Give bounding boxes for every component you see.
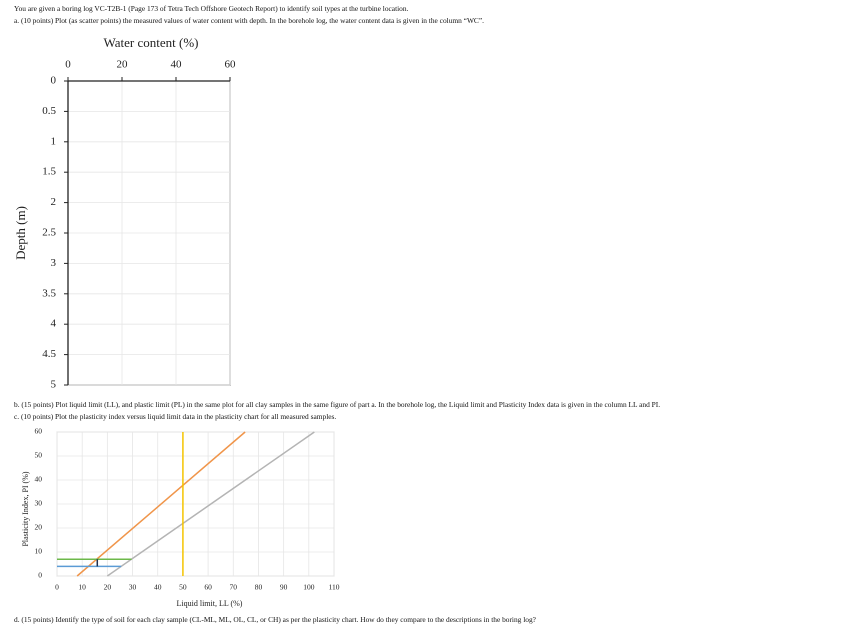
x-tick-label: 60	[225, 59, 237, 71]
x-tick-label: 30	[129, 583, 137, 592]
series-line	[76, 431, 246, 577]
x-tick-label: 0	[55, 583, 59, 592]
question-a: a. (10 points) Plot (as scatter points) …	[14, 16, 484, 25]
x-tick-label: 100	[303, 583, 315, 592]
x-tick-label: 80	[255, 583, 263, 592]
y-tick-label: 1	[51, 135, 57, 147]
y-tick-label: 2	[51, 196, 57, 208]
y-tick-label: 30	[35, 499, 43, 508]
x-axis-title: Liquid limit, LL (%)	[177, 599, 243, 608]
intro: You are given a boring log VC-T2B-1 (Pag…	[14, 4, 409, 13]
y-tick-label: 50	[35, 451, 43, 460]
question-d: d. (15 points) Identify the type of soil…	[14, 615, 536, 624]
y-tick-label: 60	[35, 427, 43, 436]
y-tick-label: 1.5	[42, 166, 56, 178]
x-tick-label: 50	[179, 583, 187, 592]
y-axis-title: Depth (m)	[13, 206, 28, 260]
y-tick-label: 40	[35, 475, 43, 484]
x-tick-label: 60	[204, 583, 212, 592]
y-tick-label: 3.5	[42, 287, 56, 299]
y-tick-label: 0	[51, 75, 57, 87]
y-tick-label: 4.5	[42, 348, 56, 360]
y-tick-label: 0	[38, 571, 42, 580]
x-tick-label: 110	[329, 583, 340, 592]
y-tick-label: 10	[35, 547, 43, 556]
x-tick-label: 0	[65, 59, 71, 71]
x-tick-label: 70	[230, 583, 238, 592]
x-axis-title: Water content (%)	[104, 35, 199, 50]
y-tick-label: 3	[51, 257, 57, 269]
x-tick-label: 40	[154, 583, 162, 592]
x-tick-label: 10	[78, 583, 86, 592]
x-tick-label: 20	[104, 583, 112, 592]
y-tick-label: 0.5	[42, 105, 56, 117]
y-tick-label: 2.5	[42, 227, 56, 239]
y-tick-label: 4	[51, 318, 57, 330]
x-tick-label: 40	[171, 59, 183, 71]
x-tick-label: 20	[117, 59, 129, 71]
series-line	[106, 431, 315, 577]
question-b: b. (15 points) Plot liquid limit (LL), a…	[14, 400, 661, 409]
question-c: c. (10 points) Plot the plasticity index…	[14, 412, 337, 421]
x-tick-label: 90	[280, 583, 288, 592]
y-tick-label: 20	[35, 523, 43, 532]
y-tick-label: 5	[51, 379, 57, 391]
y-axis-title: Plasticity Index, PI (%)	[21, 471, 30, 546]
